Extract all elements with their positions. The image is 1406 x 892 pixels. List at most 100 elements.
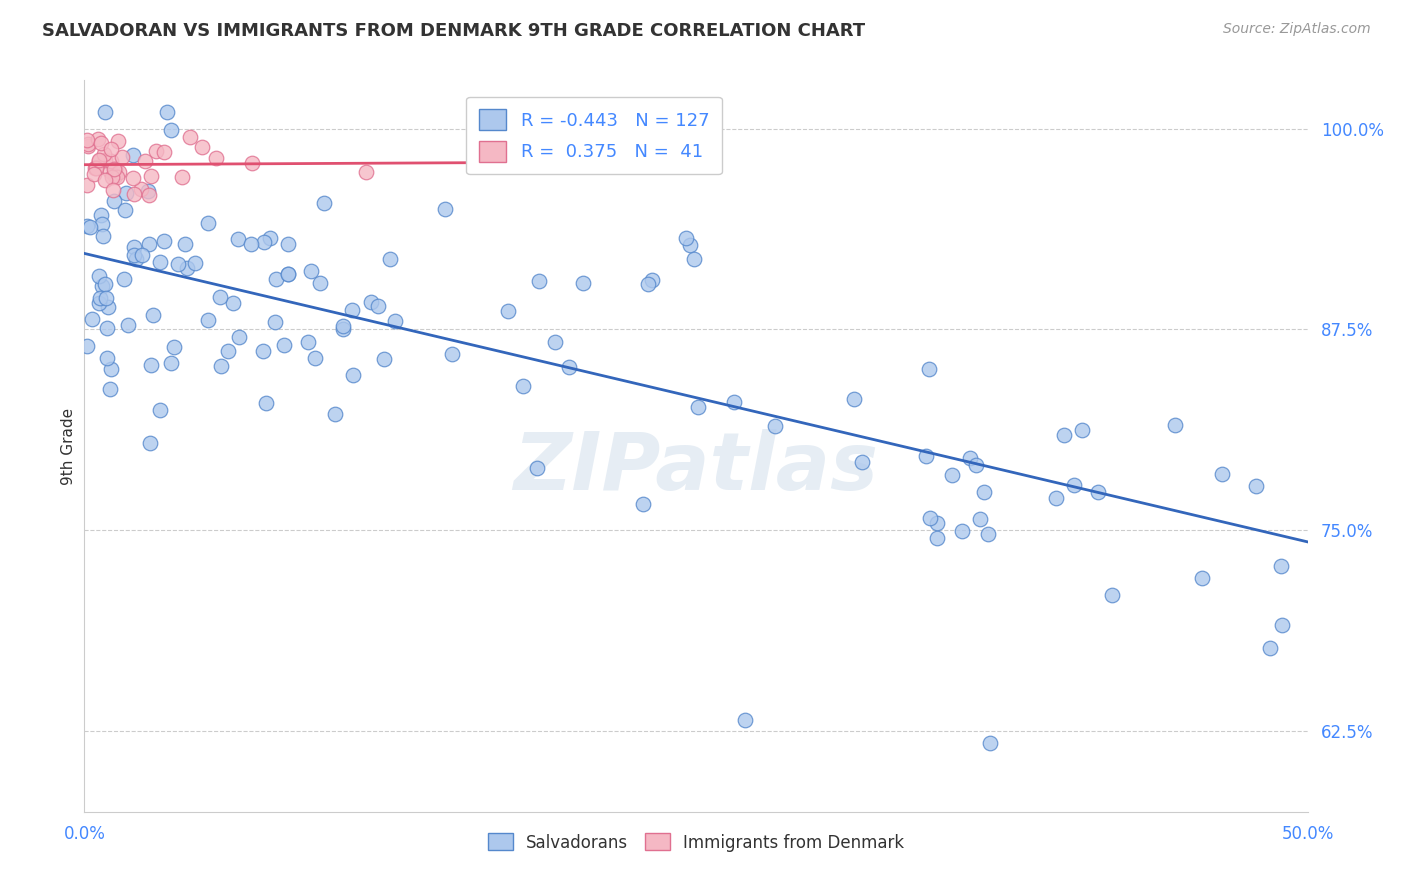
Point (373, 351, 395, 366)
Point (90, 136, 112, 151)
Point (134, 154, 156, 169)
Point (969, 512, 991, 526)
Point (384, 314, 406, 328)
Point (380, 252, 402, 267)
Point (76, 178, 98, 193)
Point (100, 362, 122, 376)
Point (682, 252, 704, 266)
Point (979, 736, 1001, 750)
Point (309, 277, 332, 291)
Point (76, 133, 98, 147)
Point (273, 338, 295, 352)
Point (76, 219, 98, 233)
Point (93, 105, 115, 120)
Point (122, 171, 145, 186)
Point (965, 458, 987, 472)
Point (259, 231, 281, 245)
Point (959, 450, 981, 465)
Point (76, 136, 98, 151)
Point (84, 161, 107, 175)
Point (640, 272, 662, 286)
Point (184, 256, 207, 270)
Point (1063, 477, 1085, 491)
Point (84, 161, 107, 176)
Point (977, 526, 1000, 541)
Point (631, 498, 654, 512)
Point (117, 318, 139, 332)
Point (1053, 427, 1076, 442)
Point (340, 303, 363, 318)
Point (354, 165, 377, 179)
Point (226, 231, 249, 245)
Point (925, 531, 948, 545)
Point (217, 343, 239, 358)
Point (252, 344, 274, 359)
Point (228, 330, 250, 344)
Point (149, 402, 172, 417)
Point (506, 156, 529, 170)
Point (264, 272, 287, 286)
Point (159, 356, 181, 370)
Point (675, 231, 697, 245)
Point (191, 140, 214, 154)
Point (222, 296, 245, 310)
Point (527, 274, 550, 288)
Point (94, 277, 117, 292)
Point (925, 516, 948, 530)
Point (87, 268, 110, 283)
Point (108, 165, 131, 179)
Legend: Salvadorans, Immigrants from Denmark: Salvadorans, Immigrants from Denmark (481, 827, 911, 858)
Point (240, 237, 263, 252)
Point (538, 151, 561, 165)
Point (572, 277, 595, 291)
Point (129, 182, 152, 196)
Point (1191, 571, 1213, 585)
Point (87, 296, 110, 310)
Point (360, 295, 382, 310)
Point (917, 362, 939, 376)
Point (145, 145, 167, 159)
Point (637, 277, 659, 291)
Point (172, 169, 194, 184)
Point (176, 261, 198, 276)
Text: ZIPatlas: ZIPatlas (513, 429, 879, 507)
Point (512, 379, 534, 393)
Point (1045, 491, 1067, 505)
Point (197, 216, 219, 230)
Point (163, 340, 186, 354)
Point (125, 252, 148, 266)
Point (79, 219, 101, 234)
Point (138, 237, 160, 252)
Point (941, 468, 963, 483)
Point (440, 347, 463, 361)
Point (254, 396, 277, 410)
Point (209, 290, 232, 304)
Point (842, 392, 865, 406)
Point (242, 156, 264, 170)
Point (851, 455, 873, 469)
Text: Source: ZipAtlas.com: Source: ZipAtlas.com (1223, 22, 1371, 37)
Point (91, 228, 114, 243)
Point (107, 134, 129, 148)
Point (83, 167, 105, 181)
Point (96, 351, 118, 365)
Point (104, 161, 127, 176)
Point (94, 153, 117, 167)
Point (277, 236, 299, 251)
Point (1101, 588, 1123, 602)
Y-axis label: 9th Grade: 9th Grade (60, 408, 76, 484)
Point (94, 291, 117, 305)
Point (299, 264, 322, 278)
Point (312, 196, 335, 211)
Point (264, 315, 287, 329)
Point (153, 235, 176, 249)
Point (205, 151, 228, 165)
Point (297, 335, 319, 350)
Text: SALVADORAN VS IMMIGRANTS FROM DENMARK 9TH GRADE CORRELATION CHART: SALVADORAN VS IMMIGRANTS FROM DENMARK 9T… (42, 22, 865, 40)
Point (1244, 479, 1267, 493)
Point (114, 271, 136, 285)
Point (90, 208, 112, 222)
Point (89, 153, 111, 168)
Point (277, 267, 299, 281)
Point (166, 257, 188, 271)
